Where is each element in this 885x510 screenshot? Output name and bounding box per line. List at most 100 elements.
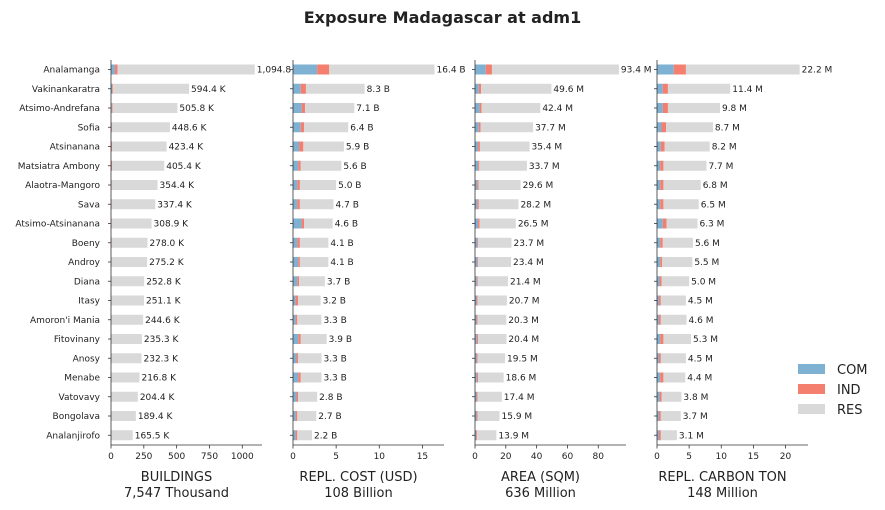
bar-res-atsimo-andrefana (481, 103, 541, 113)
bar-res-alaotra-mangoro (663, 180, 701, 190)
bar-ind-itasy (295, 295, 299, 306)
bar-total-label: 3.7 M (683, 412, 708, 422)
bar-res-vakinankaratra (112, 83, 190, 94)
bar-com-anosy (293, 353, 297, 364)
bar-ind-androy (477, 257, 479, 267)
bar-res-sava (299, 199, 334, 210)
bar-com-atsinanana (657, 141, 661, 152)
x-tick-label: 20 (780, 452, 792, 462)
bar-ind-androy (660, 257, 663, 267)
bar-res-matsiatra-ambony (479, 160, 527, 171)
bar-ind-bongolava (658, 411, 661, 421)
bar-total-label: 5.3 M (693, 335, 718, 345)
bar-res-atsinanana (112, 141, 167, 152)
x-tick-label: 750 (201, 452, 218, 462)
bar-com-boeny (475, 237, 478, 248)
bar-com-matsiatra-ambony (475, 160, 479, 171)
bar-ind-fitovinany (476, 334, 479, 344)
bar-ind-analanjirofo (476, 430, 478, 441)
bar-total-label: 204.4 K (140, 393, 176, 403)
bar-ind-atsimo-andrefana (301, 103, 306, 113)
bar-total-label: 18.6 M (506, 374, 537, 384)
bar-res-matsiatra-ambony (112, 160, 165, 171)
bar-res-fitovinany (663, 334, 692, 344)
bar-total-label: 3.9 B (329, 335, 352, 345)
bar-total-label: 232.3 K (144, 354, 180, 364)
bar-ind-vakinankaratra (300, 83, 306, 94)
bar-total-label: 17.4 M (504, 393, 535, 403)
bar-com-analanjirofo (293, 430, 296, 441)
bar-total-label: 3.2 B (323, 297, 346, 307)
bar-com-menabe (657, 372, 661, 383)
bar-com-menabe (475, 372, 477, 383)
bar-total-label: 3.3 B (323, 354, 346, 364)
bar-com-bongolava (293, 411, 296, 421)
x-axis-total: 636 Million (505, 486, 576, 501)
bar-com-fitovinany (657, 334, 661, 344)
x-tick-label: 10 (716, 452, 728, 462)
bar-res-boeny (478, 237, 512, 248)
bar-com-atsinanana (475, 141, 479, 152)
bar-com-diana (475, 276, 477, 287)
bar-ind-sava (477, 199, 479, 210)
bar-ind-analamanga (114, 64, 118, 75)
bar-ind-amoron-i-mania (658, 314, 661, 325)
bar-res-analanjirofo (660, 430, 677, 441)
bar-res-boeny (299, 237, 329, 248)
bar-res-menabe (300, 372, 322, 383)
bar-com-analamanga (475, 64, 486, 75)
bar-total-label: 423.4 K (169, 143, 205, 153)
bar-ind-atsimo-andrefana (479, 103, 482, 113)
x-axis-total: 108 Billion (324, 486, 393, 501)
bar-com-amoron-i-mania (475, 314, 477, 325)
bar-total-label: 4.6 B (335, 220, 358, 230)
bar-total-label: 20.4 M (508, 335, 539, 345)
bar-ind-alaotra-mangoro (477, 180, 479, 190)
x-tick-label: 0 (290, 452, 296, 462)
bar-total-label: 6.8 M (703, 181, 728, 191)
bar-total-label: 165.5 K (135, 431, 171, 441)
bar-total-label: 4.7 B (336, 200, 359, 210)
bar-res-diana (661, 276, 690, 287)
category-label: Atsimo-Andrefana (19, 104, 100, 114)
bar-res-alaotra-mangoro (299, 180, 337, 190)
bar-res-analamanga (685, 64, 800, 75)
bar-ind-matsiatra-ambony (478, 160, 480, 171)
bar-com-boeny (657, 237, 661, 248)
bar-total-label: 4.6 M (689, 316, 714, 326)
bar-com-analanjirofo (657, 430, 659, 441)
bar-ind-menabe (298, 372, 301, 383)
bar-ind-sofia (478, 122, 481, 133)
bar-res-alaotra-mangoro (478, 180, 521, 190)
bar-total-label: 7.1 B (356, 104, 379, 114)
bar-com-alaotra-mangoro (293, 180, 298, 190)
category-label: Amoron'i Mania (30, 316, 100, 326)
bar-total-label: 275.2 K (149, 258, 185, 268)
bar-res-vakinankaratra (667, 83, 731, 94)
bar-res-diana (477, 276, 508, 287)
bar-total-label: 9.8 M (722, 104, 747, 114)
panel-area-sqm: 93.4 M 49.6 M 42.4 M 37.7 M 35.4 M 33.7 M 29.6… (472, 60, 652, 501)
x-axis-label: BUILDINGS (141, 470, 212, 485)
legend: COM IND RES (798, 363, 868, 418)
bar-com-matsiatra-ambony (657, 160, 661, 171)
bar-total-label: 4.1 B (330, 258, 353, 268)
bar-total-label: 8.2 M (712, 143, 737, 153)
x-axis-label: AREA (SQM) (501, 470, 580, 485)
bar-total-label: 278.0 K (150, 239, 186, 249)
x-axis-total: 148 Million (687, 486, 758, 501)
bar-total-label: 5.9 B (346, 143, 369, 153)
bar-total-label: 21.4 M (510, 277, 541, 287)
bar-total-label: 23.7 M (514, 239, 545, 249)
bar-ind-androy (298, 257, 300, 267)
bar-ind-analanjirofo (658, 430, 661, 441)
bar-ind-vatovavy (476, 391, 478, 402)
bar-ind-anosy (296, 353, 299, 364)
bar-total-label: 405.4 K (166, 162, 202, 172)
bar-com-vatovavy (657, 391, 660, 402)
bar-total-label: 7.7 M (708, 162, 733, 172)
bar-ind-sofia (300, 122, 305, 133)
bar-total-label: 49.6 M (553, 85, 584, 95)
bar-com-vakinankaratra (657, 83, 663, 94)
bar-ind-analanjirofo (295, 430, 298, 441)
